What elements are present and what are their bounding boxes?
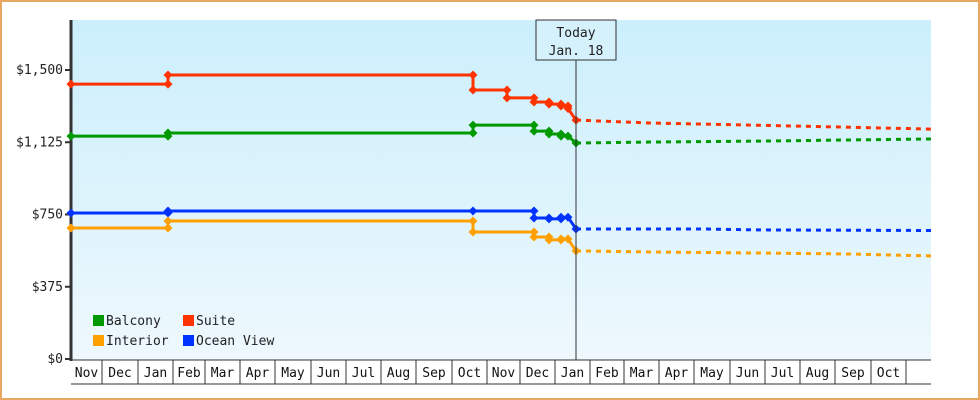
month-label: Feb: [177, 366, 201, 381]
data-point-marker[interactable]: [529, 232, 539, 242]
data-point-marker[interactable]: [163, 206, 173, 216]
month-label: Jun: [736, 366, 759, 381]
data-point-marker[interactable]: [544, 99, 554, 109]
series-lines: [66, 70, 932, 258]
data-point-marker[interactable]: [529, 120, 539, 130]
data-point-marker[interactable]: [66, 131, 76, 141]
data-point-marker[interactable]: [66, 79, 76, 89]
today-date: Jan. 18: [549, 44, 604, 59]
data-point-marker[interactable]: [66, 223, 76, 233]
data-point-marker[interactable]: [563, 212, 573, 222]
data-point-marker[interactable]: [66, 208, 76, 218]
data-point-marker[interactable]: [468, 216, 478, 226]
data-point-marker[interactable]: [556, 131, 566, 141]
legend-swatch-balcony: [93, 315, 104, 326]
data-point-marker[interactable]: [544, 129, 554, 139]
data-point-marker[interactable]: [563, 234, 573, 244]
month-label: Jun: [317, 366, 340, 381]
y-tick-label: $0: [47, 352, 63, 367]
y-tick-label: $1,500: [16, 63, 63, 78]
y-tick-label: $375: [32, 280, 63, 295]
month-label: Aug: [387, 366, 410, 381]
month-label: May: [700, 366, 724, 381]
data-point-marker[interactable]: [556, 212, 566, 222]
forecast-line-balcony: [575, 137, 932, 145]
data-point-marker[interactable]: [163, 223, 173, 233]
legend-label: Ocean View: [196, 334, 274, 349]
month-label: Feb: [595, 366, 619, 381]
data-point-marker[interactable]: [563, 104, 573, 114]
month-label: Mar: [211, 366, 235, 381]
data-point-marker[interactable]: [544, 235, 554, 245]
month-label: Dec: [526, 366, 549, 381]
data-point-marker[interactable]: [468, 227, 478, 237]
data-point-marker[interactable]: [563, 131, 573, 141]
forecast-line-suite: [575, 118, 932, 131]
legend-swatch-ocean-view: [183, 335, 194, 346]
month-label: Jan: [144, 366, 167, 381]
y-tick-label: $1,125: [16, 135, 63, 150]
month-label: Dec: [108, 366, 131, 381]
legend: Balcony Suite Interior Ocean View: [93, 314, 274, 349]
data-point-marker[interactable]: [468, 120, 478, 130]
legend-label: Balcony: [106, 314, 161, 329]
data-point-marker[interactable]: [163, 216, 173, 226]
legend-swatch-suite: [183, 315, 194, 326]
data-point-marker[interactable]: [529, 227, 539, 237]
month-label: Aug: [806, 366, 829, 381]
y-tick-label: $750: [32, 208, 63, 223]
data-point-marker[interactable]: [502, 85, 512, 95]
month-label: Mar: [630, 366, 654, 381]
data-point-marker[interactable]: [163, 79, 173, 89]
data-point-marker[interactable]: [529, 213, 539, 223]
forecast-line-ocean-view: [576, 227, 932, 232]
y-axis: $0 $375 $750 $1,125 $1,500: [16, 20, 73, 367]
month-label: Nov: [75, 366, 99, 381]
legend-swatch-interior: [93, 335, 104, 346]
month-label: Jul: [352, 366, 375, 381]
data-point-marker[interactable]: [502, 93, 512, 103]
data-point-marker[interactable]: [163, 70, 173, 80]
data-point-marker[interactable]: [468, 85, 478, 95]
month-label: Apr: [246, 366, 270, 381]
data-point-marker[interactable]: [544, 214, 554, 224]
legend-label: Interior: [106, 334, 169, 349]
month-label: Apr: [665, 366, 689, 381]
legend-label: Suite: [196, 314, 235, 329]
month-label: May: [281, 366, 305, 381]
month-label: Nov: [492, 366, 516, 381]
month-label: Oct: [458, 366, 481, 381]
data-point-marker[interactable]: [529, 206, 539, 216]
data-point-marker[interactable]: [468, 206, 478, 216]
month-label: Sep: [841, 366, 865, 381]
today-box: [535, 19, 617, 61]
data-point-marker[interactable]: [163, 128, 173, 138]
data-point-marker[interactable]: [556, 101, 566, 111]
month-label: Jan: [561, 366, 584, 381]
data-point-marker[interactable]: [529, 126, 539, 136]
plot-area: [71, 20, 931, 360]
x-axis: Nov Dec Jan Feb Mar Apr May Jun Jul Aug Sep Oct Nov D…: [71, 359, 931, 385]
data-point-marker[interactable]: [529, 97, 539, 107]
month-label: Sep: [422, 366, 446, 381]
data-point-marker[interactable]: [468, 70, 478, 80]
data-point-marker[interactable]: [468, 128, 478, 138]
data-point-marker[interactable]: [556, 234, 566, 244]
today-label: Today: [556, 26, 595, 41]
today-marker: Today Jan. 18: [535, 19, 617, 360]
month-label: Oct: [877, 366, 900, 381]
month-label: Jul: [771, 366, 794, 381]
forecast-line-interior: [575, 249, 932, 258]
